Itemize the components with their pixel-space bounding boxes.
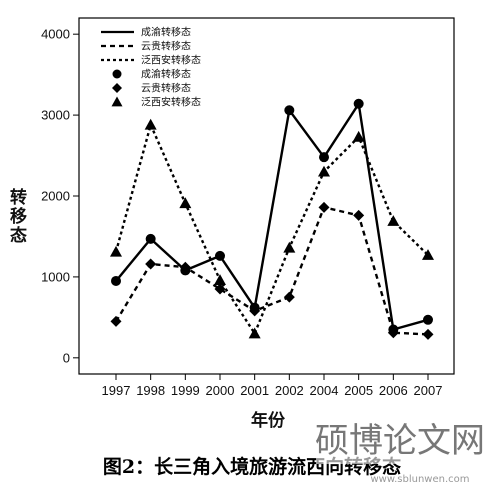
data-point-triangle <box>387 215 400 226</box>
x-tick-label: 2007 <box>414 383 443 398</box>
y-tick-label: 1000 <box>41 269 70 284</box>
legend-label: 成渝转移态 <box>141 68 191 81</box>
data-point-circle <box>353 98 364 109</box>
data-point-circle <box>215 250 225 261</box>
data-point-triangle <box>179 197 192 209</box>
legend-marker-triangle <box>111 96 123 107</box>
x-tick-label: 2001 <box>240 383 269 398</box>
data-point-triangle <box>144 118 157 130</box>
data-point-diamond <box>283 291 295 303</box>
data-point-diamond <box>110 315 122 327</box>
watermark-text: 硕博论文网 <box>315 421 485 461</box>
y-tick-label: 3000 <box>41 108 70 123</box>
data-point-triangle <box>214 274 226 285</box>
data-point-diamond <box>387 327 399 339</box>
y-tick-label: 0 <box>63 350 70 365</box>
x-tick-label: 2004 <box>310 383 339 398</box>
x-tick-label: 2006 <box>379 383 408 398</box>
watermark-logo: 硕博论文网 www.sblunwen.com <box>315 418 492 485</box>
y-tick-label: 2000 <box>41 189 70 204</box>
x-tick-label: 2005 <box>344 383 373 398</box>
y-axis-title: 转移态 <box>6 187 27 245</box>
data-point-triangle <box>248 327 261 339</box>
series-layer <box>110 98 434 340</box>
x-tick-label: 1998 <box>136 383 165 398</box>
legend-marker-diamond <box>112 83 122 93</box>
data-point-circle <box>284 105 295 116</box>
data-point-diamond <box>318 201 330 213</box>
data-point-circle <box>423 314 433 325</box>
x-tick-label: 2000 <box>206 383 235 398</box>
legend-label: 云贵转移态 <box>141 82 191 95</box>
data-point-diamond <box>353 209 365 221</box>
watermark-url: www.sblunwen.com <box>370 474 469 485</box>
legend-marker-circle <box>112 69 122 79</box>
x-axis: 1997 1998 1999 2000 2001 2002 2004 2005 2006 2007 <box>102 374 443 398</box>
data-point-triangle <box>110 245 122 257</box>
x-tick-label: 1999 <box>171 383 200 398</box>
series-line-1 <box>115 102 429 331</box>
x-tick-label: 2002 <box>275 383 304 398</box>
x-axis-title: 年份 <box>251 410 286 431</box>
data-point-circle <box>111 275 121 286</box>
legend-label: 泛西安转移态 <box>141 96 201 109</box>
data-point-diamond <box>422 328 434 340</box>
y-tick-label: 4000 <box>41 27 70 42</box>
data-point-diamond <box>179 261 191 273</box>
legend-label: 云贵转移态 <box>141 40 191 53</box>
data-point-triangle <box>318 165 330 177</box>
series-line-3 <box>114 123 429 335</box>
data-point-circle <box>145 233 156 244</box>
legend-label: 成渝转移态 <box>141 26 191 39</box>
series-line-2 <box>114 206 429 336</box>
data-point-triangle <box>422 249 434 260</box>
data-point-diamond <box>145 258 157 270</box>
y-axis: 0 1000 2000 3000 4000 <box>41 27 79 365</box>
data-point-triangle <box>352 130 365 142</box>
data-point-circle <box>319 152 329 163</box>
plot-frame <box>78 17 455 375</box>
legend-label: 泛西安转移态 <box>141 54 201 67</box>
data-point-diamond <box>249 305 261 317</box>
x-tick-label: 1997 <box>102 383 131 398</box>
data-point-triangle <box>283 241 296 253</box>
